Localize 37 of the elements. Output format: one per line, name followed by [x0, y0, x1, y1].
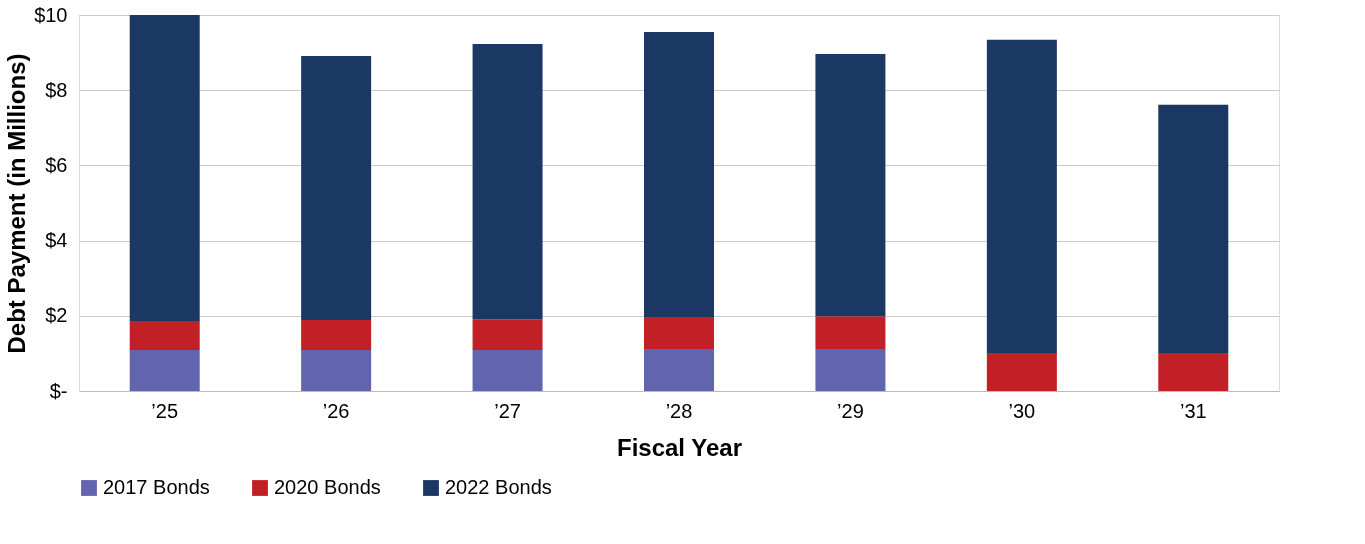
bar: [644, 348, 714, 391]
bar: [815, 316, 886, 349]
bar: [301, 350, 372, 391]
x-tick-label: ’25: [151, 399, 179, 422]
bar: [644, 316, 714, 349]
legend-label: 2022 Bonds: [445, 476, 552, 498]
x-tick-label: ’26: [322, 399, 350, 422]
y-tick-label: $4: [45, 229, 68, 252]
x-tick-label: ’29: [837, 399, 864, 422]
legend-label: 2020 Bonds: [274, 476, 381, 498]
bar: [986, 39, 1057, 354]
x-tick-label: ’27: [494, 399, 521, 422]
bar: [644, 31, 714, 317]
bar: [472, 319, 543, 351]
bar: [472, 350, 543, 391]
y-tick-label: $2: [45, 304, 68, 327]
bar: [1158, 353, 1229, 391]
legend-label: 2017 Bonds: [103, 476, 210, 498]
y-tick-label: $10: [34, 3, 68, 26]
y-tick-label: $6: [45, 153, 68, 176]
bar: [1158, 104, 1229, 354]
x-tick-label: ’30: [1008, 399, 1036, 422]
y-tick-label: $-: [49, 379, 68, 402]
bar: [986, 353, 1057, 391]
bar: [815, 54, 886, 317]
bar: [301, 319, 372, 351]
y-tick-label: $8: [45, 78, 68, 101]
x-tick-label: ’28: [665, 399, 693, 422]
x-axis-title: Fiscal Year: [617, 433, 742, 461]
y-axis-title: Debt Payment (in Millions): [3, 53, 31, 354]
bar: [129, 350, 200, 391]
bar: [129, 15, 200, 322]
bar: [815, 348, 886, 391]
bar: [129, 321, 200, 351]
x-tick-label: ’31: [1179, 399, 1207, 422]
bar: [472, 43, 543, 320]
bar: [301, 55, 372, 320]
